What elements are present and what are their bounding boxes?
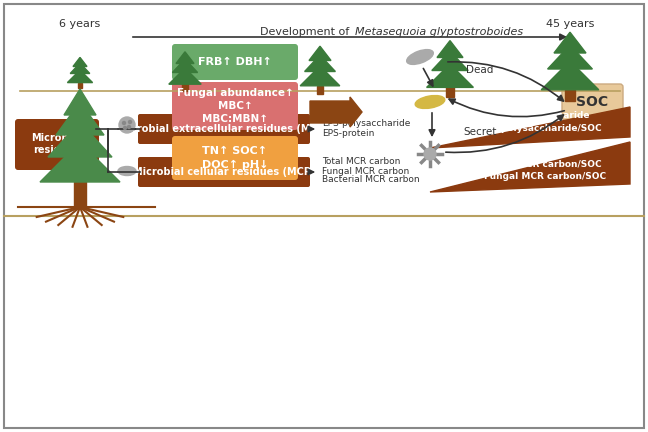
Polygon shape	[426, 64, 474, 87]
Text: MCR carbon
Total MCR carbon/SOC
Fungal MCR carbon/SOC: MCR carbon Total MCR carbon/SOC Fungal M…	[484, 147, 606, 181]
Polygon shape	[182, 84, 188, 90]
Text: EPS-protein: EPS-protein	[322, 130, 375, 139]
Polygon shape	[430, 142, 630, 192]
Text: Dead: Dead	[467, 65, 494, 75]
Text: FRB↑ DBH↑: FRB↑ DBH↑	[198, 57, 272, 67]
Circle shape	[122, 121, 126, 124]
Circle shape	[128, 121, 132, 124]
Polygon shape	[432, 51, 469, 70]
Polygon shape	[554, 32, 586, 53]
Ellipse shape	[118, 166, 136, 175]
Polygon shape	[70, 63, 90, 73]
Circle shape	[119, 117, 135, 133]
Polygon shape	[317, 86, 323, 93]
Polygon shape	[48, 122, 112, 157]
Ellipse shape	[407, 50, 434, 64]
FancyBboxPatch shape	[172, 44, 298, 80]
Polygon shape	[446, 87, 454, 96]
Polygon shape	[73, 57, 87, 67]
Text: Bacterial MCR carbon: Bacterial MCR carbon	[322, 175, 420, 184]
Polygon shape	[64, 89, 96, 115]
Polygon shape	[541, 61, 599, 90]
Text: Metasequoia glyptostroboides: Metasequoia glyptostroboides	[355, 27, 523, 37]
Polygon shape	[56, 102, 104, 135]
FancyBboxPatch shape	[172, 82, 298, 130]
Polygon shape	[67, 70, 93, 83]
Text: EPS-polysaccharide
EPS-polysaccharide/SOC: EPS-polysaccharide EPS-polysaccharide/SO…	[478, 111, 602, 133]
FancyBboxPatch shape	[562, 84, 623, 120]
Text: TN↑ SOC↑
DOC↑ pH↓: TN↑ SOC↑ DOC↑ pH↓	[202, 146, 268, 170]
Text: 6 years: 6 years	[60, 19, 100, 29]
Text: EPS-polysaccharide: EPS-polysaccharide	[322, 120, 410, 128]
Polygon shape	[300, 66, 340, 86]
Text: Secret: Secret	[463, 127, 496, 137]
Text: Fungal abundance↑
MBC↑
MBC:MBN↑: Fungal abundance↑ MBC↑ MBC:MBN↑	[177, 88, 294, 124]
FancyBboxPatch shape	[172, 136, 298, 180]
Text: SOC: SOC	[576, 95, 608, 109]
Text: Total MCR carbon: Total MCR carbon	[322, 158, 400, 166]
Circle shape	[124, 127, 126, 130]
Polygon shape	[78, 83, 82, 88]
Text: Fungal MCR carbon: Fungal MCR carbon	[322, 166, 410, 175]
Polygon shape	[74, 177, 86, 207]
Text: Microbial cellular residues (MCR): Microbial cellular residues (MCR)	[133, 167, 316, 177]
Polygon shape	[430, 107, 630, 148]
Polygon shape	[309, 46, 331, 60]
Polygon shape	[305, 55, 336, 72]
FancyArrow shape	[310, 97, 362, 127]
Polygon shape	[40, 142, 120, 182]
Circle shape	[424, 148, 436, 160]
Polygon shape	[172, 59, 198, 73]
Polygon shape	[176, 52, 194, 64]
Polygon shape	[168, 68, 201, 84]
FancyBboxPatch shape	[15, 119, 99, 170]
Text: Microbial
residues: Microbial residues	[32, 133, 82, 155]
Text: 45 years: 45 years	[546, 19, 594, 29]
Ellipse shape	[415, 95, 445, 108]
Polygon shape	[548, 45, 592, 69]
Text: Development of: Development of	[260, 27, 353, 37]
FancyBboxPatch shape	[138, 114, 310, 144]
FancyBboxPatch shape	[138, 157, 310, 187]
Polygon shape	[565, 90, 575, 101]
Polygon shape	[437, 41, 463, 57]
Text: Microbial extracellular residues (MER): Microbial extracellular residues (MER)	[119, 124, 330, 134]
Circle shape	[128, 126, 130, 128]
